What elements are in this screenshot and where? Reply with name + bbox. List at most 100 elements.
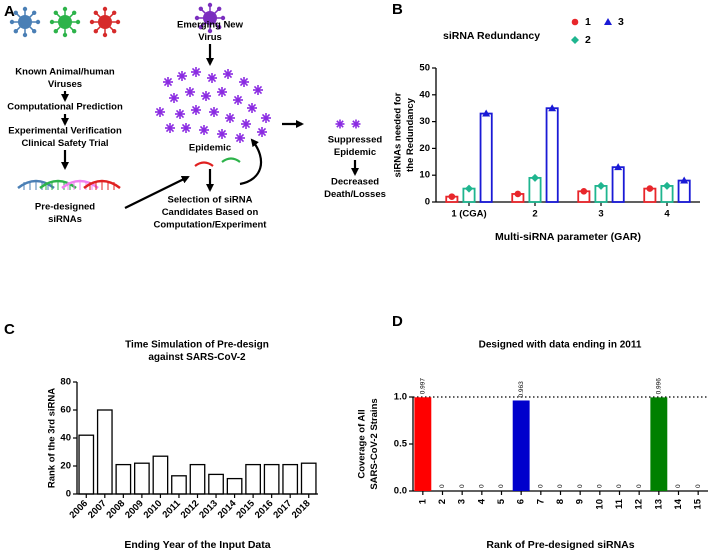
virus-star bbox=[185, 87, 195, 97]
virus-star bbox=[239, 77, 249, 87]
data-label: 0 bbox=[675, 484, 682, 488]
y-tick-label: 40 bbox=[60, 433, 71, 444]
virus-spike-tip bbox=[71, 28, 77, 34]
virus-spike-tip bbox=[216, 6, 222, 12]
virus-star bbox=[257, 127, 267, 137]
y-axis-label: siRNAs needed for bbox=[393, 92, 404, 177]
chart-title: Time Simulation of Pre-design bbox=[125, 340, 269, 351]
virus-spike-tip bbox=[49, 19, 55, 25]
virus-star bbox=[336, 120, 344, 128]
x-tick-label: 2011 bbox=[160, 498, 183, 521]
virus-star bbox=[352, 120, 360, 128]
x-tick-label: 14 bbox=[673, 498, 684, 509]
marker bbox=[597, 181, 605, 190]
x-tick-label: 2 bbox=[437, 499, 448, 504]
y-tick-label: 50 bbox=[419, 63, 430, 74]
bar bbox=[189, 463, 206, 495]
virus-spike-tip bbox=[9, 19, 15, 25]
bar bbox=[677, 179, 691, 203]
panel-letter: C bbox=[4, 321, 15, 338]
virus-spike-tip bbox=[71, 10, 77, 16]
marker bbox=[614, 163, 623, 171]
bar bbox=[650, 397, 668, 491]
x-tick-label: 2017 bbox=[271, 498, 294, 521]
virus-star bbox=[217, 129, 227, 139]
y-tick-label: 30 bbox=[419, 116, 430, 127]
virus-spike-tip bbox=[13, 10, 19, 16]
y-axis-label: Rank of the 3rd siRNA bbox=[47, 388, 58, 488]
x-tick-label: 2015 bbox=[234, 498, 257, 521]
data-label: 0 bbox=[459, 484, 466, 488]
x-tick-label: 2016 bbox=[253, 498, 276, 521]
virus-star bbox=[201, 91, 211, 101]
y-tick-label: 0.0 bbox=[394, 486, 407, 497]
virus-star bbox=[177, 71, 187, 81]
x-tick-label: 1 bbox=[417, 498, 428, 504]
marker bbox=[514, 190, 522, 198]
virus-spike-tip bbox=[22, 32, 28, 38]
bar bbox=[96, 409, 113, 495]
marker bbox=[531, 173, 539, 182]
virus-star bbox=[175, 109, 185, 119]
chart-title: Designed with data ending in 2011 bbox=[479, 340, 642, 351]
bar bbox=[479, 112, 493, 203]
virus-star bbox=[241, 119, 251, 129]
diagram-label: Decreased bbox=[331, 177, 379, 188]
bar bbox=[300, 462, 317, 495]
arrow bbox=[239, 138, 262, 186]
virus-spike-tip bbox=[62, 32, 68, 38]
marker bbox=[646, 185, 654, 192]
x-tick-label: 2008 bbox=[105, 498, 128, 521]
virus-spike-tip bbox=[198, 24, 204, 30]
virus-spike-tip bbox=[75, 19, 81, 25]
virus-spike-tip bbox=[62, 6, 68, 12]
virus-star bbox=[225, 113, 235, 123]
x-tick-label: 5 bbox=[496, 498, 507, 504]
virus-body bbox=[18, 15, 32, 29]
virus-star bbox=[261, 113, 271, 123]
virus-spike-tip bbox=[31, 10, 37, 16]
y-axis-label: Coverage of All bbox=[357, 409, 368, 478]
diagram-label: Death/Losses bbox=[324, 189, 386, 200]
x-axis-label: Multi-siRNA parameter (GAR) bbox=[495, 231, 641, 243]
x-tick-label: 2018 bbox=[290, 498, 313, 521]
marker bbox=[580, 187, 588, 195]
data-label: 0 bbox=[498, 484, 505, 488]
virus-spike-tip bbox=[194, 15, 200, 21]
diagram-label: Virus bbox=[198, 32, 222, 43]
diagram-label: Computation/Experiment bbox=[154, 220, 268, 231]
x-tick-label: 2009 bbox=[123, 498, 146, 521]
x-axis-label: Ending Year of the Input Data bbox=[124, 539, 270, 551]
data-label: 0 bbox=[538, 484, 545, 488]
x-tick-label: 10 bbox=[594, 499, 605, 510]
virus-spike-tip bbox=[13, 28, 19, 34]
virus-spike-tip bbox=[115, 19, 121, 25]
virus-star bbox=[253, 85, 263, 95]
diagram-label: Epidemic bbox=[189, 143, 231, 154]
virus-spike-tip bbox=[31, 28, 37, 34]
virus-star bbox=[155, 107, 165, 117]
diagram-label: Viruses bbox=[48, 79, 82, 90]
marker bbox=[465, 184, 473, 193]
data-label: 0 bbox=[557, 484, 564, 488]
virus-star bbox=[209, 107, 219, 117]
x-tick-label: 2006 bbox=[67, 498, 90, 521]
bar bbox=[611, 166, 625, 203]
data-label: 0.996 bbox=[656, 378, 663, 395]
marker bbox=[482, 109, 491, 117]
diagram-label: Experimental Verification bbox=[8, 126, 122, 137]
x-tick-label: 11 bbox=[614, 498, 625, 509]
x-tick-label: 4 bbox=[476, 498, 487, 504]
virus-star bbox=[191, 105, 201, 115]
diagram-label: Known Animal/human bbox=[15, 67, 115, 78]
y-axis-label: the Redundancy bbox=[405, 97, 416, 172]
x-tick-label: 2014 bbox=[216, 498, 239, 521]
x-tick-label: 6 bbox=[516, 499, 527, 504]
legend-label: 3 bbox=[618, 16, 624, 28]
x-tick-label: 15 bbox=[693, 498, 704, 509]
x-tick-label: 7 bbox=[535, 499, 546, 504]
sirna-strand bbox=[39, 179, 77, 190]
x-tick-label: 12 bbox=[634, 499, 645, 510]
virus-star bbox=[181, 123, 191, 133]
virus-spike-tip bbox=[93, 28, 99, 34]
